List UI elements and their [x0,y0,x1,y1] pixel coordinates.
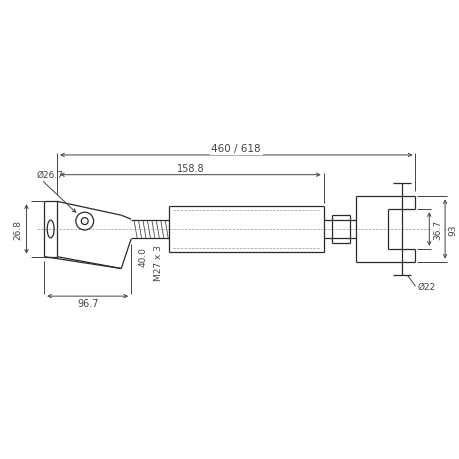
Text: Ø22: Ø22 [417,282,435,291]
Text: M27 x 3: M27 x 3 [154,244,163,280]
Text: 93: 93 [448,224,457,235]
Text: 26.8: 26.8 [13,219,22,240]
Text: 460 / 618: 460 / 618 [211,144,261,154]
Text: 36.7: 36.7 [433,219,442,240]
Text: Ø26.7: Ø26.7 [36,171,63,180]
Text: 158.8: 158.8 [176,163,204,174]
Text: 96.7: 96.7 [77,298,98,308]
Text: 40.0: 40.0 [138,246,147,266]
